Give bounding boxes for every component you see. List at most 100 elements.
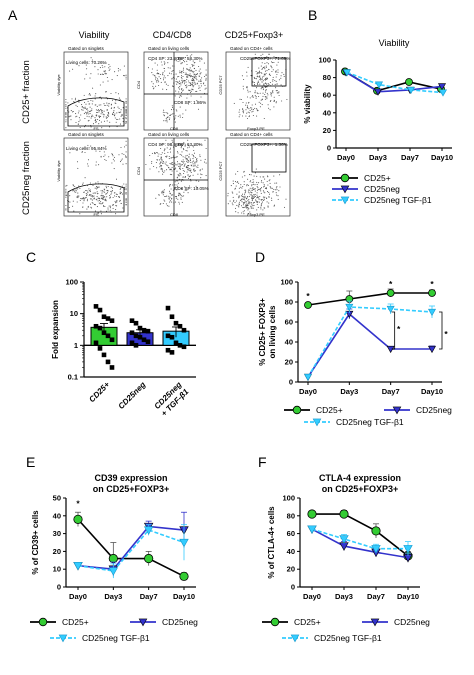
flow-event-dot [198, 85, 200, 87]
flow-event-dot [160, 159, 163, 161]
flow-event-dot [181, 195, 183, 197]
flow-event-dot [253, 76, 255, 78]
flow-event-dot [283, 206, 286, 208]
flow-event-dot [188, 161, 190, 163]
flow-event-dot [269, 81, 271, 84]
series-line-cd25neg [311, 528, 409, 559]
flow-event-dot [164, 82, 166, 84]
flow-event-dot [88, 116, 90, 118]
flow-event-dot [172, 194, 174, 196]
flow-event-dot [240, 186, 242, 188]
flow-event-dot [252, 114, 254, 117]
flow-event-dot [193, 64, 195, 66]
flow-event-dot [185, 73, 188, 75]
flow-event-dot [196, 187, 199, 189]
flow-event-dot [92, 123, 95, 125]
flow-event-dot [169, 185, 171, 187]
flow-event-dot [276, 194, 278, 196]
flow-event-dot [87, 163, 89, 165]
flow-event-dot [179, 72, 181, 74]
flow-event-dot [168, 158, 170, 160]
flow-event-dot [160, 168, 162, 170]
flow-event-dot [176, 184, 178, 186]
flow-event-dot [174, 117, 176, 119]
flow-event-dot [83, 199, 85, 201]
flow-event-dot [169, 147, 172, 149]
flow-event-dot [196, 90, 198, 92]
flow-event-dot [178, 203, 181, 205]
flow-event-dot [181, 151, 183, 153]
flow-event-dot [165, 161, 167, 163]
flow-event-dot [97, 181, 99, 183]
flow-event-dot [98, 186, 100, 188]
flow-event-dot [265, 78, 267, 80]
flow-event-dot [190, 90, 192, 92]
flow-event-dot [97, 118, 99, 121]
series-line-tgf [346, 71, 444, 94]
flow-event-dot [103, 204, 105, 207]
flow-event-dot [270, 100, 272, 102]
flow-event-dot [227, 203, 229, 205]
flow-event-dot [99, 115, 101, 118]
flow-event-dot [176, 161, 179, 163]
flow-event-dot [276, 182, 278, 184]
flow-event-dot [125, 192, 127, 194]
flow-event-dot [247, 66, 249, 68]
flow-ax-foxp3-1: Foxp3 PE [247, 126, 265, 131]
flow-event-dot [125, 187, 127, 189]
flow-event-dot [179, 94, 181, 97]
flow-event-dot [122, 117, 124, 119]
flow-event-dot [246, 112, 248, 114]
flow-treg-neg: CD25+FOXP3+: 1.36% [240, 142, 288, 147]
flow-event-dot [186, 75, 188, 78]
flow-event-dot [275, 76, 277, 78]
flow-event-dot [200, 159, 202, 161]
y-tick-label: 20 [323, 126, 331, 135]
flow-event-dot [120, 202, 122, 204]
flow-event-dot [270, 95, 272, 97]
flow-event-dot [191, 77, 194, 80]
flow-event-dot [77, 195, 79, 197]
flow-event-dot [180, 75, 183, 77]
x-tick-label: CD25neg [117, 380, 148, 411]
flow-event-dot [94, 210, 97, 212]
flow-event-dot [163, 77, 165, 79]
flow-event-dot [187, 169, 189, 171]
flow-event-dot [243, 206, 245, 208]
flow-event-dot [244, 189, 246, 191]
flow-event-dot [87, 205, 89, 207]
flow-event-dot [253, 175, 255, 177]
flow-event-dot [125, 140, 127, 142]
flow-event-dot [109, 197, 111, 199]
flow-event-dot [125, 111, 127, 113]
flow-event-dot [265, 86, 267, 88]
flow-event-dot [174, 184, 176, 186]
flow-event-dot [194, 156, 196, 159]
y-tick-label: 20 [287, 565, 295, 574]
flow-plot-frame [143, 137, 209, 217]
flow-event-dot [81, 104, 83, 106]
flow-event-dot [78, 101, 80, 103]
flow-event-dot [103, 151, 105, 153]
x-tick-label: Day3 [335, 592, 353, 601]
flow-event-dot [274, 79, 276, 82]
flow-event-dot [186, 150, 188, 152]
flow-event-dot [78, 110, 80, 112]
data-point [101, 352, 107, 358]
flow-event-dot [267, 82, 269, 85]
flow-dp-pos: DP: 58.30% [178, 56, 203, 61]
flow-event-dot [83, 107, 85, 109]
flow-event-dot [177, 194, 180, 197]
flow-event-dot [175, 197, 177, 199]
flow-event-dot [118, 154, 120, 156]
flow-event-dot [257, 84, 259, 86]
flow-event-dot [194, 83, 196, 85]
flow-event-dot [75, 116, 77, 118]
flow-event-dot [179, 192, 181, 194]
flow-event-dot [183, 71, 185, 73]
y-axis-label: Fold expansion [51, 300, 60, 359]
legend-label-cd25neg: CD25neg [394, 617, 430, 627]
flow-event-dot [244, 202, 246, 204]
flow-event-dot [175, 145, 177, 147]
